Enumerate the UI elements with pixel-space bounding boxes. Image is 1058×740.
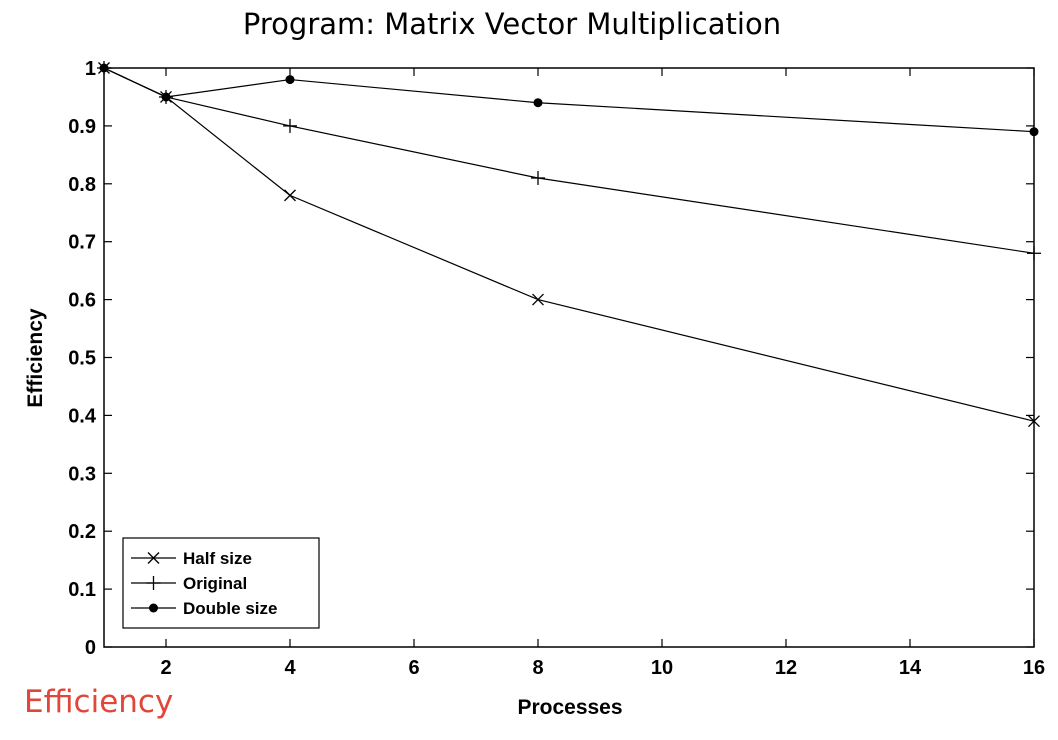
y-tick-label: 0 <box>85 637 96 659</box>
legend-marker-x <box>147 552 160 564</box>
y-tick-label: 0.6 <box>68 290 96 312</box>
x-tick-label: 10 <box>651 657 673 679</box>
x-tick-label: 6 <box>408 657 419 679</box>
data-point-dot <box>285 75 295 85</box>
data-point-x <box>532 293 544 306</box>
legend-marker-plus <box>146 576 161 590</box>
data-point-plus <box>531 171 545 186</box>
data-point-plus <box>283 118 297 133</box>
x-tick-label: 4 <box>284 657 296 679</box>
x-tick-label: 14 <box>899 657 922 679</box>
data-point-dot <box>533 98 543 108</box>
chart-title: Program: Matrix Vector Multiplication <box>243 7 781 41</box>
x-tick-label: 12 <box>775 657 797 679</box>
y-tick-label: 0.3 <box>68 463 96 485</box>
y-tick-label: 0.4 <box>68 405 97 427</box>
series-line-plus <box>103 67 1035 254</box>
x-tick-label: 16 <box>1023 657 1045 679</box>
data-point-dot <box>161 92 171 102</box>
y-axis-label: Efficiency <box>24 308 47 408</box>
series-line-dot <box>103 67 1035 133</box>
data-point-dot <box>99 63 109 73</box>
y-tick-label: 0.8 <box>68 174 96 196</box>
caption-label: Efficiency <box>24 684 174 720</box>
legend-label: Double size <box>183 599 277 618</box>
axis-ticks: 2 4 6 8 10 12 14 16 0 0.1 0.2 0.3 0.4 0.5 0.6 0.7 0.8 0.9… <box>68 58 1045 679</box>
y-tick-label: 0.5 <box>68 348 96 370</box>
y-tick-label: 0.2 <box>68 521 96 543</box>
x-axis-label: Processes <box>517 696 622 719</box>
legend: Half size Original Double size <box>122 537 320 629</box>
y-tick-label: 0.1 <box>68 579 96 601</box>
data-point-plus <box>1027 246 1041 261</box>
x-tick-label: 2 <box>160 657 171 679</box>
series-line-x <box>103 67 1035 422</box>
data-point-x <box>1028 415 1040 428</box>
data-point-dot <box>1029 127 1039 137</box>
x-tick-label: 8 <box>532 657 543 679</box>
data-point-x <box>284 189 296 202</box>
legend-label: Half size <box>183 549 252 568</box>
y-tick-label: 0.7 <box>68 232 96 254</box>
y-tick-label: 0.9 <box>68 116 96 138</box>
series-layer <box>97 61 1041 428</box>
legend-label: Original <box>183 574 247 593</box>
y-tick-label: 1 <box>85 58 96 80</box>
legend-marker-dot <box>149 603 158 613</box>
